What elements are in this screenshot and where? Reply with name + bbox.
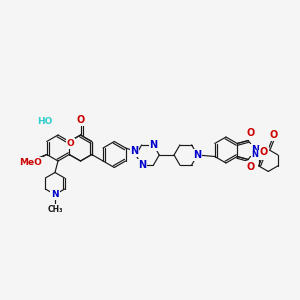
Text: O: O — [66, 139, 74, 148]
Text: O: O — [260, 147, 268, 157]
Text: N: N — [138, 160, 146, 170]
Text: CH₃: CH₃ — [47, 205, 63, 214]
Text: O: O — [246, 128, 254, 139]
Text: NH: NH — [252, 150, 266, 159]
Text: N: N — [51, 190, 59, 199]
Text: N: N — [194, 150, 202, 160]
Text: N: N — [130, 146, 139, 156]
Text: HO: HO — [37, 118, 53, 127]
Text: O: O — [76, 115, 85, 125]
Text: N: N — [149, 140, 158, 150]
Text: MeO: MeO — [19, 158, 42, 167]
Text: O: O — [269, 130, 278, 140]
Text: O: O — [246, 161, 254, 172]
Text: N: N — [251, 145, 259, 155]
